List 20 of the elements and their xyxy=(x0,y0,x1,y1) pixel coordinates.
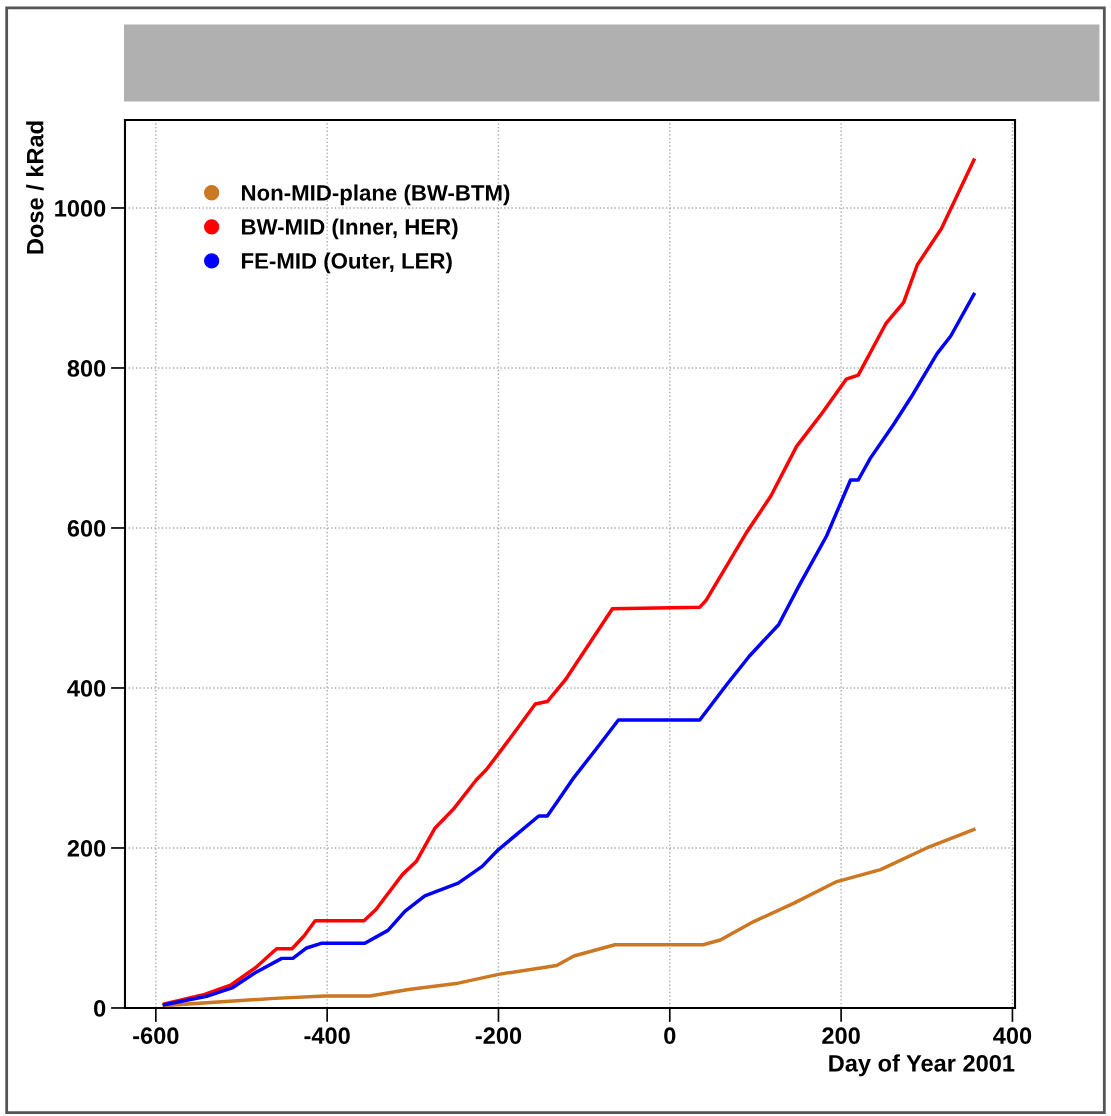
x-axis-title: Day of Year 2001 xyxy=(829,1054,1015,1077)
y-tick-label: 400 xyxy=(67,680,106,697)
line-series xyxy=(162,292,976,1007)
y-tick-label: 0 xyxy=(94,1000,106,1017)
y-tick-label: 200 xyxy=(67,840,106,857)
x-tick-label: 0 xyxy=(664,1027,676,1045)
y-axis-title: Dose / kRad xyxy=(26,121,44,254)
x-tick-label: -200 xyxy=(475,1027,522,1045)
line-series xyxy=(162,158,976,1006)
legend-label: Non-MID-plane (BW-BTM) xyxy=(242,184,510,206)
legend-label: BW-MID (Inner, HER) xyxy=(242,218,458,240)
y-tick-label: 600 xyxy=(67,520,106,537)
line-series xyxy=(162,827,976,1008)
y-tick-label: 1000 xyxy=(55,200,106,217)
x-tick-label: 200 xyxy=(822,1027,860,1045)
x-tick-label: -600 xyxy=(133,1027,179,1045)
x-tick-label: 400 xyxy=(993,1027,1032,1045)
x-tick-label: -400 xyxy=(304,1027,350,1045)
y-tick-label: 800 xyxy=(67,360,106,377)
legend-label: FE-MID (Outer, LER) xyxy=(242,252,452,274)
